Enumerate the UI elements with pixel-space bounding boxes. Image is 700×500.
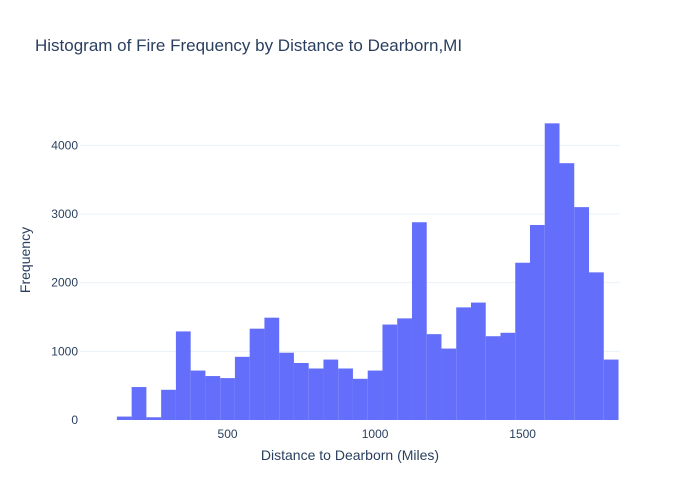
histogram-bar — [515, 262, 530, 420]
chart-title: Histogram of Fire Frequency by Distance … — [35, 36, 462, 55]
histogram-bar — [397, 318, 412, 420]
y-tick-label: 0 — [71, 413, 78, 427]
x-tick-label: 500 — [218, 427, 238, 441]
y-tick-label: 3000 — [51, 207, 78, 221]
histogram-bar — [190, 370, 206, 420]
histogram-bar — [426, 334, 442, 420]
histogram-bar — [485, 336, 501, 420]
y-tick-label: 1000 — [51, 344, 78, 358]
x-tick-label: 1000 — [362, 427, 389, 441]
histogram-bar — [293, 363, 309, 420]
histogram-bar — [161, 389, 176, 420]
histogram-bar — [382, 324, 398, 420]
bars — [116, 123, 619, 420]
y-tick-label: 2000 — [51, 276, 78, 290]
histogram-bar — [470, 302, 486, 420]
y-axis-ticks: 0 1000 2000 3000 4000 — [51, 138, 78, 427]
y-axis-label: Frequency — [17, 227, 33, 293]
histogram-bar — [175, 331, 191, 420]
histogram-bar — [603, 359, 619, 420]
histogram-bar — [367, 370, 383, 420]
y-tick-label: 4000 — [51, 138, 78, 152]
x-tick-label: 1500 — [509, 427, 536, 441]
histogram-bar — [205, 376, 221, 420]
histogram-bar — [279, 352, 294, 420]
histogram-bar — [131, 387, 147, 420]
histogram-bar — [352, 378, 368, 420]
x-axis-label: Distance to Dearborn (Miles) — [261, 447, 439, 463]
histogram-bar — [589, 272, 604, 420]
x-axis-ticks: 500 1000 1500 — [218, 427, 537, 441]
histogram-bar — [146, 417, 162, 420]
histogram-bar — [323, 359, 339, 420]
histogram-bar — [116, 416, 132, 420]
histogram-bar — [559, 163, 575, 420]
histogram-bar — [456, 307, 471, 420]
histogram-bar — [338, 368, 353, 420]
histogram-bar — [308, 368, 324, 420]
histogram-bar — [500, 332, 516, 420]
histogram-bar — [234, 356, 250, 420]
histogram-bar — [220, 378, 235, 420]
histogram-bar — [411, 222, 427, 420]
histogram-bar — [530, 224, 545, 420]
histogram-bar — [264, 317, 280, 420]
histogram-bar — [441, 348, 457, 420]
histogram-bar — [544, 123, 560, 420]
histogram-bar — [249, 328, 265, 420]
histogram-bar — [574, 207, 590, 420]
